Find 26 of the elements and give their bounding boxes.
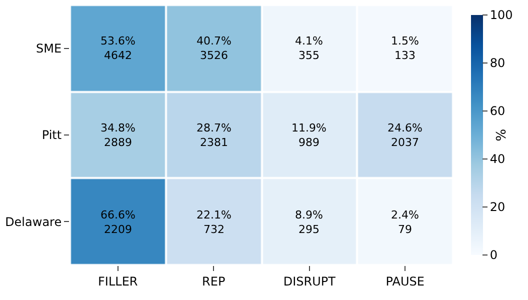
- data-label: 40.7% 3526: [196, 34, 232, 62]
- x-tick-label: PAUSE: [386, 274, 424, 288]
- color-bar-label: 0: [490, 248, 498, 262]
- color-bar-label: 20: [490, 200, 506, 214]
- data-label: 28.7% 2381: [196, 122, 232, 149]
- color-bar-label: 40: [490, 152, 506, 166]
- y-tick-label: Pitt: [42, 128, 62, 142]
- data-label: 53.6% 4642: [100, 34, 136, 62]
- data-label: 2.4% 79: [391, 208, 419, 236]
- data-label: 66.6% 2209: [100, 208, 136, 236]
- color-bar-label: 100: [490, 8, 513, 22]
- data-label: 34.8% 2889: [100, 122, 136, 149]
- data-label: 4.1% 355: [295, 34, 323, 62]
- x-tick-label: DISRUPT: [283, 274, 336, 288]
- color-bar-label: 80: [490, 56, 506, 70]
- data-label: 24.6% 2037: [388, 122, 422, 149]
- color-bar-label: 60: [490, 104, 506, 118]
- color-bar-title: %: [494, 128, 510, 142]
- y-tick-label: Delaware: [5, 214, 62, 229]
- x-tick-label: FILLER: [98, 274, 138, 288]
- data-label: 8.9% 295: [295, 208, 323, 236]
- data-label: 22.1% 732: [196, 208, 232, 236]
- data-label: 11.9% 989: [292, 122, 326, 149]
- data-label: 1.5% 133: [391, 34, 419, 62]
- x-tick-label: REP: [202, 274, 226, 288]
- y-tick-label: SME: [36, 42, 62, 56]
